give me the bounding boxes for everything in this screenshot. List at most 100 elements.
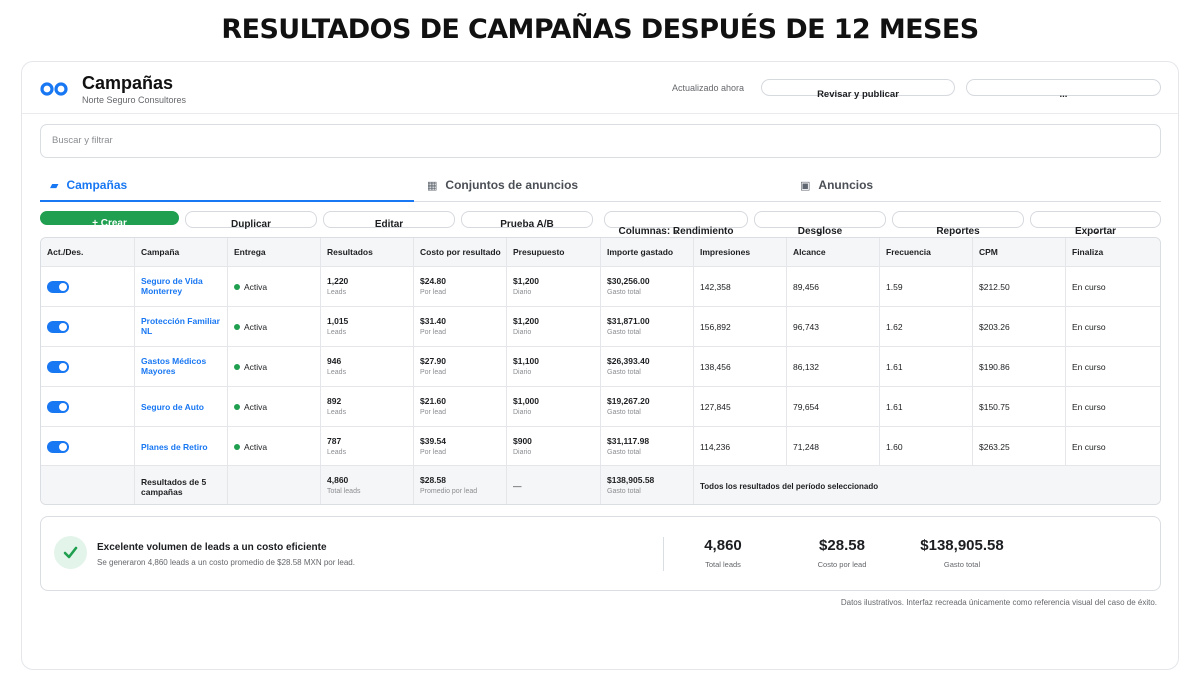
totals-results-sub: Total leads <box>327 488 361 495</box>
budget-value: $1,000 <box>513 396 539 406</box>
frequency-cell: 1.62 <box>880 307 973 346</box>
campaign-toggle[interactable] <box>47 401 69 413</box>
export-dropdown[interactable]: Exportar ⌄ <box>1030 211 1161 237</box>
duplicate-button[interactable]: Duplicar <box>185 211 317 230</box>
cost-sub: Por lead <box>420 409 447 416</box>
column-header[interactable]: Act./Des. <box>41 238 135 266</box>
results-value: 892 <box>327 396 342 406</box>
tab-campaigns[interactable]: ▰ Campañas <box>50 168 127 202</box>
more-options-button[interactable]: ... <box>966 79 1161 100</box>
tab-ads[interactable]: ▣ Anuncios <box>800 168 873 202</box>
cost-value: $21.60 <box>420 396 446 406</box>
ab-test-button[interactable]: Prueba A/B <box>461 211 593 230</box>
budget-sub: Diario <box>513 369 532 376</box>
reach-cell: 96,743 <box>787 307 880 346</box>
column-header[interactable]: Alcance <box>787 238 880 266</box>
metric-value: 4,860 <box>704 537 742 554</box>
reach-value: 86,132 <box>793 362 819 372</box>
cpm-value: $203.26 <box>979 322 1010 332</box>
review-publish-button[interactable]: Revisar y publicar <box>761 79 955 100</box>
results-cell: 892 Leads <box>321 387 414 426</box>
campaign-name-link[interactable]: Gastos Médicos Mayores <box>141 356 207 376</box>
campaign-toggle[interactable] <box>47 361 69 373</box>
campaigns-table: Act./Des. Campaña Entrega Resultados Cos… <box>40 237 1161 505</box>
campaign-cell: Protección Familiar NL <box>135 307 228 346</box>
ends-value: En curso <box>1072 282 1106 292</box>
frequency-value: 1.62 <box>886 322 903 332</box>
results-cell: 1,015 Leads <box>321 307 414 346</box>
column-header[interactable]: Impresiones <box>694 238 787 266</box>
totals-spent-cell: $138,905.58 Gasto total <box>601 466 694 504</box>
reach-value: 89,456 <box>793 282 819 292</box>
tab-ad-sets[interactable]: ▦ Conjuntos de anuncios <box>427 168 578 202</box>
column-header[interactable]: Costo por resultado <box>414 238 507 266</box>
campaign-cell: Gastos Médicos Mayores <box>135 347 228 386</box>
table-header-row: Act./Des. Campaña Entrega Resultados Cos… <box>41 238 1160 267</box>
duplicate-label: Duplicar <box>230 219 271 230</box>
cost-cell: $39.54 Por lead <box>414 427 507 465</box>
table-row[interactable]: Seguro de Vida Monterrey Activa 1,220 Lea… <box>41 267 1160 307</box>
page-title: Campañas <box>82 73 174 93</box>
cpm-value: $263.25 <box>979 442 1010 452</box>
column-header[interactable]: Entrega <box>228 238 321 266</box>
totals-spent-value: $138,905.58 <box>607 475 655 485</box>
campaign-toggle[interactable] <box>47 281 69 293</box>
budget-sub: Diario <box>513 329 532 336</box>
spent-sub: Gasto total <box>607 369 641 376</box>
tab-ads-label: Anuncios <box>818 178 874 192</box>
status-dot-icon <box>234 364 240 370</box>
delivery-status: Activa <box>234 282 267 292</box>
campaign-name-link[interactable]: Seguro de Vida Monterrey <box>141 276 203 296</box>
table-row[interactable]: Seguro de Auto Activa 892 Leads $21.60 Por… <box>41 387 1160 427</box>
chevron-down-icon: ⌄ <box>815 226 825 237</box>
table-row[interactable]: Gastos Médicos Mayores Activa 946 Leads $… <box>41 347 1160 387</box>
totals-spent-sub: Gasto total <box>607 488 641 495</box>
table-row[interactable]: Planes de Retiro Activa 787 Leads $39.54 P… <box>41 427 1160 466</box>
campaign-name-link[interactable]: Seguro de Auto <box>141 402 204 412</box>
tab-bar: ▰ Campañas ▦ Conjuntos de anuncios ▣ Anu… <box>40 168 1161 202</box>
campaign-toggle[interactable] <box>47 321 69 333</box>
column-header[interactable]: Frecuencia <box>880 238 973 266</box>
frequency-value: 1.60 <box>886 442 903 452</box>
cost-sub: Por lead <box>420 329 447 336</box>
budget-sub: Diario <box>513 409 532 416</box>
spent-value: $26,393.40 <box>607 356 650 366</box>
updated-status: Actualizado ahora <box>672 83 745 93</box>
column-header[interactable]: Presupuesto <box>507 238 601 266</box>
delivery-label: Activa <box>244 322 268 332</box>
budget-value: $900 <box>513 436 532 446</box>
cpm-cell: $150.75 <box>973 387 1066 426</box>
totals-results-value: 4,860 <box>327 475 349 485</box>
create-button[interactable]: + Crear <box>40 211 179 229</box>
delivery-label: Activa <box>244 362 268 372</box>
breakdown-dropdown[interactable]: Desglose ⌄ <box>754 211 886 237</box>
campaign-name-link[interactable]: Planes de Retiro <box>141 442 208 452</box>
column-header[interactable]: Campaña <box>135 238 228 266</box>
delivery-label: Activa <box>244 442 268 452</box>
column-header[interactable]: Importe gastado <box>601 238 694 266</box>
campaign-toggle[interactable] <box>47 441 69 453</box>
columns-dropdown[interactable]: Columnas: Rendimiento ⌄ <box>604 211 748 237</box>
frequency-cell: 1.61 <box>880 347 973 386</box>
campaign-cell: Seguro de Auto <box>135 387 228 426</box>
search-filter-input[interactable]: Buscar y filtrar <box>40 124 1161 158</box>
infinity-logo-icon <box>40 82 68 96</box>
cost-sub: Por lead <box>420 369 447 376</box>
results-sub: Leads <box>327 449 347 456</box>
delivery-cell: Activa <box>228 307 321 346</box>
table-row[interactable]: Protección Familiar NL Activa 1,015 Leads… <box>41 307 1160 347</box>
impressions-value: 156,892 <box>700 322 731 332</box>
column-header[interactable]: Finaliza <box>1072 247 1104 257</box>
delivery-cell: Activa <box>228 427 321 465</box>
delivery-status: Activa <box>234 442 267 452</box>
reports-dropdown[interactable]: Reportes ⌄ <box>892 211 1024 237</box>
metric-label: Total leads <box>705 560 741 569</box>
spent-cell: $31,117.98 Gasto total <box>601 427 694 465</box>
ab-test-label: Prueba A/B <box>500 219 554 230</box>
column-header[interactable]: CPM <box>973 238 1066 266</box>
column-header[interactable]: Resultados <box>321 238 414 266</box>
impressions-cell: 142,358 <box>694 267 787 306</box>
results-summary-card: Excelente volumen de leads a un costo ef… <box>40 516 1161 591</box>
campaign-name-link[interactable]: Protección Familiar NL <box>141 316 220 336</box>
edit-button[interactable]: Editar <box>323 211 455 230</box>
